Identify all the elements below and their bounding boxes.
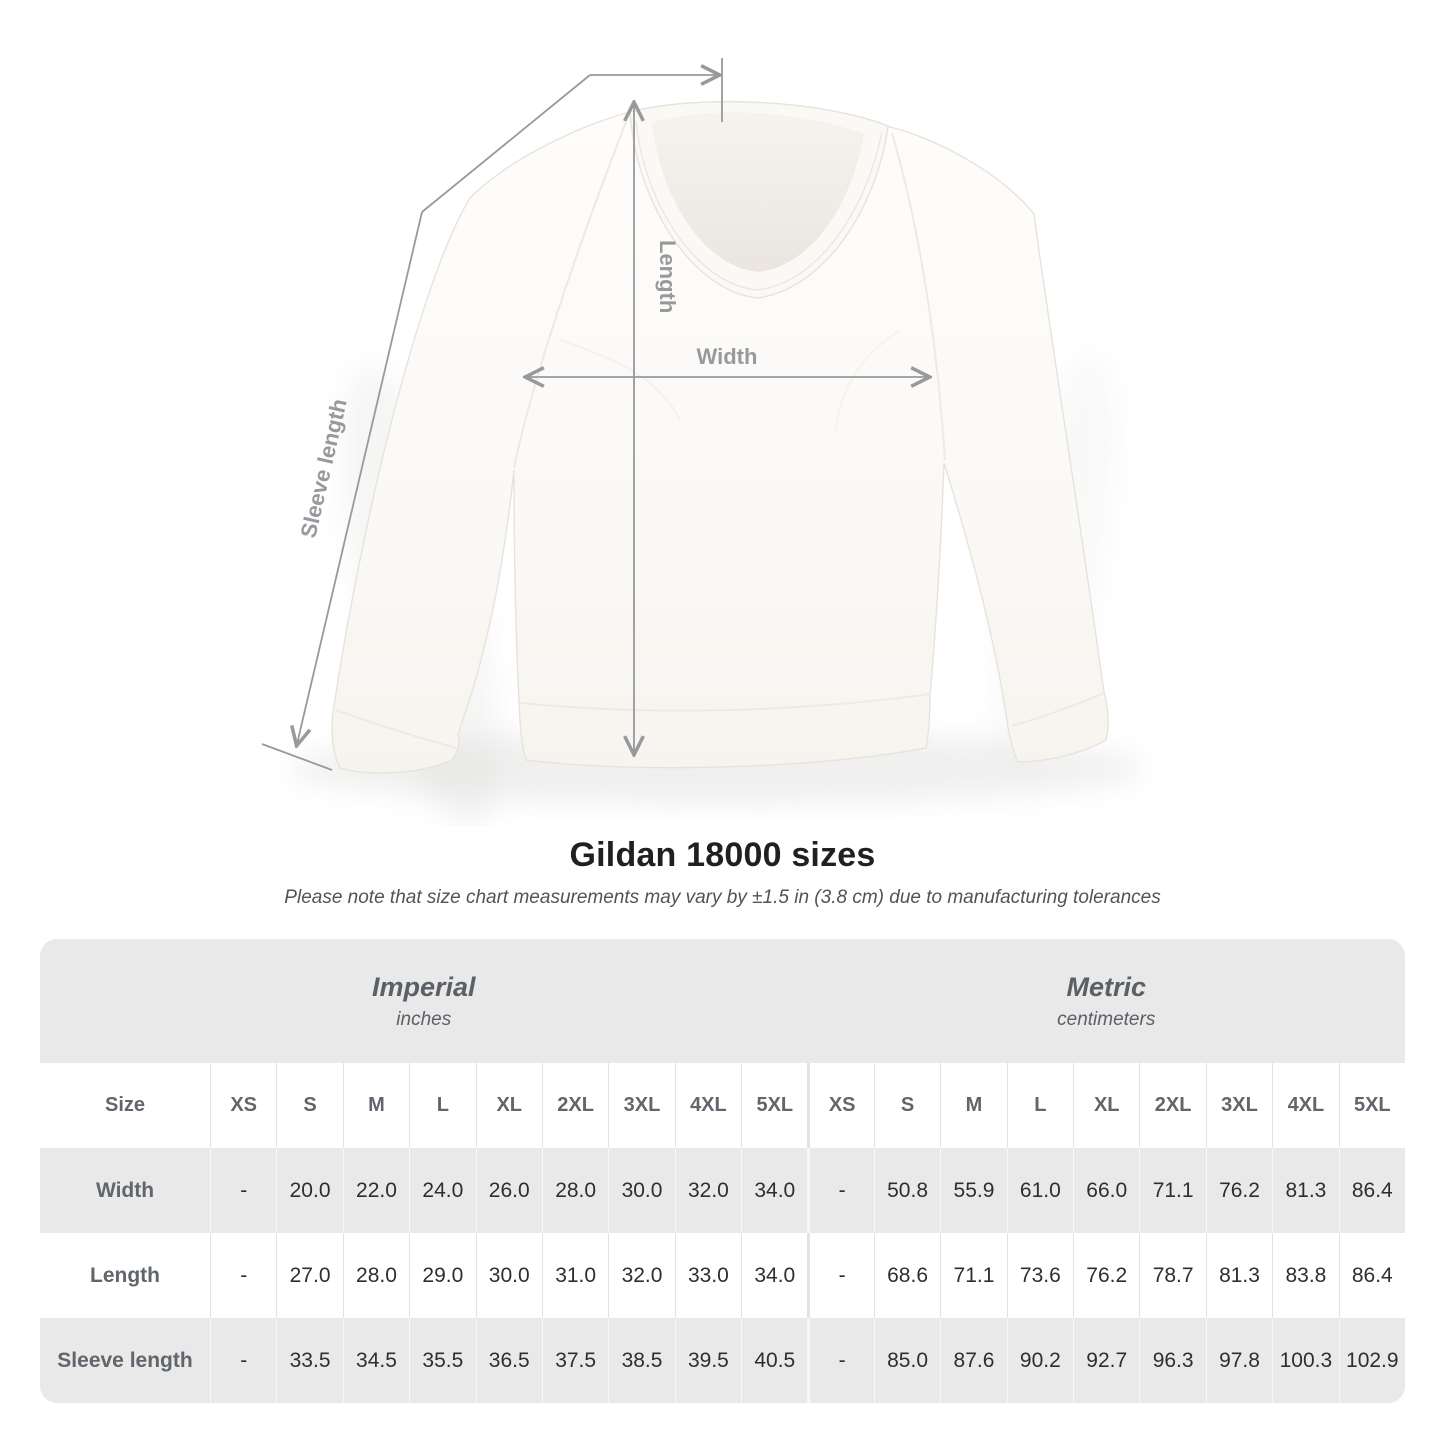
row-length-cell: 76.2 [1073, 1233, 1140, 1318]
section-header-metric: Metric centimeters [807, 939, 1405, 1063]
width-label: Width [697, 344, 758, 369]
row-width-cell: 76.2 [1205, 1148, 1273, 1233]
size-header-cell: 5XL [741, 1063, 808, 1148]
row-sleeve-length-cell: 38.5 [608, 1318, 675, 1403]
row-sleeve-length-cell: 33.5 [276, 1318, 343, 1403]
row-length-cell: - [210, 1233, 277, 1318]
page-subtitle: Please note that size chart measurements… [284, 887, 1161, 908]
section-unit: inches [396, 1008, 452, 1030]
row-width-cell: 50.8 [873, 1148, 941, 1233]
size-table: Imperial inches Metric centimeters Size X… [40, 939, 1405, 1403]
row-width-cell: - [210, 1148, 277, 1233]
row-length-cell: 73.6 [1006, 1233, 1074, 1318]
row-length-cell: 71.1 [940, 1233, 1007, 1318]
size-header-cell: M [342, 1063, 410, 1148]
row-length-cell: 32.0 [608, 1233, 675, 1318]
collar [629, 100, 889, 299]
row-length-cell: 68.6 [873, 1233, 941, 1318]
size-header-cell: 4XL [674, 1063, 742, 1148]
row-sleeve-length-cell: 92.7 [1073, 1318, 1140, 1403]
row-length-cell: 31.0 [541, 1233, 609, 1318]
row-length-cell: 78.7 [1139, 1233, 1206, 1318]
row-width-cell: 66.0 [1073, 1148, 1140, 1233]
size-header-cell: L [1006, 1063, 1074, 1148]
row-length-cell: - [807, 1233, 874, 1318]
section-name: Metric [1066, 971, 1146, 1002]
size-header-cell: XS [807, 1063, 874, 1148]
size-header-cell: 2XL [541, 1063, 609, 1148]
row-sleeve-length-cell: 40.5 [741, 1318, 808, 1403]
section-unit: centimeters [1057, 1008, 1156, 1030]
size-header-cell: 3XL [1205, 1063, 1273, 1148]
row-width-cell: 26.0 [475, 1148, 542, 1233]
row-width-cell: - [807, 1148, 874, 1233]
row-length-cell: 27.0 [276, 1233, 343, 1318]
row-width-cell: 32.0 [674, 1148, 742, 1233]
size-header-cell: XL [475, 1063, 542, 1148]
page-title: Gildan 18000 sizes [569, 836, 876, 874]
row-sleeve-length-cell: 102.9 [1338, 1318, 1405, 1403]
section-header-imperial: Imperial inches [40, 939, 808, 1063]
row-sleeve-length-cell: 85.0 [873, 1318, 941, 1403]
row-width-cell: 86.4 [1338, 1148, 1405, 1233]
size-header-cell: 4XL [1272, 1063, 1339, 1148]
row-sleeve-length-cell: 97.8 [1205, 1318, 1273, 1403]
measurement-lines [261, 58, 928, 771]
row-length-label: Length [40, 1233, 210, 1318]
row-sleeve-length-cell: 37.5 [541, 1318, 609, 1403]
row-sleeve-length-cell: 34.5 [342, 1318, 410, 1403]
row-length-cell: 34.0 [741, 1233, 808, 1318]
row-sleeve-length-cell: 39.5 [674, 1318, 742, 1403]
row-length-cell: 28.0 [342, 1233, 410, 1318]
sweatshirt-measurement-diagram: Width Length Sleeve length [261, 58, 1146, 826]
row-length-cell: 33.0 [674, 1233, 742, 1318]
row-width-cell: 24.0 [409, 1148, 476, 1233]
row-sleeve-length-cell: 100.3 [1272, 1318, 1339, 1403]
row-width-cell: 61.0 [1006, 1148, 1074, 1233]
shoulder-to-center-arrow [421, 58, 723, 213]
size-header-cell: S [873, 1063, 941, 1148]
row-width-cell: 71.1 [1139, 1148, 1206, 1233]
size-header-cell: M [940, 1063, 1007, 1148]
size-header-cell: 2XL [1139, 1063, 1206, 1148]
sweatshirt-illustration: Width Length Sleeve length [261, 58, 1146, 826]
size-header-cell: XS [210, 1063, 277, 1148]
row-width-label: Width [40, 1148, 210, 1233]
row-length-cell: 30.0 [475, 1233, 542, 1318]
size-header-cell: 5XL [1338, 1063, 1405, 1148]
row-sleeve-length-label: Sleeve length [40, 1318, 210, 1403]
row-width-cell: 20.0 [276, 1148, 343, 1233]
row-width-cell: 28.0 [541, 1148, 609, 1233]
row-width-cell: 55.9 [940, 1148, 1007, 1233]
length-label: Length [655, 240, 680, 313]
size-header-label: Size [40, 1063, 210, 1148]
row-sleeve-length-cell: - [807, 1318, 874, 1403]
sweatshirt-body [331, 100, 1109, 774]
size-header-cell: S [276, 1063, 343, 1148]
row-sleeve-length-cell: 90.2 [1006, 1318, 1074, 1403]
row-width-cell: 34.0 [741, 1148, 808, 1233]
row-sleeve-length-cell: 87.6 [940, 1318, 1007, 1403]
row-sleeve-length-cell: 35.5 [409, 1318, 476, 1403]
row-width-cell: 30.0 [608, 1148, 675, 1233]
row-length-cell: 83.8 [1272, 1233, 1339, 1318]
row-length-cell: 86.4 [1338, 1233, 1405, 1318]
size-header-cell: 3XL [608, 1063, 675, 1148]
row-sleeve-length-cell: 36.5 [475, 1318, 542, 1403]
row-sleeve-length-cell: 96.3 [1139, 1318, 1206, 1403]
row-sleeve-length-cell: - [210, 1318, 277, 1403]
row-width-cell: 22.0 [342, 1148, 410, 1233]
row-width-cell: 81.3 [1272, 1148, 1339, 1233]
row-length-cell: 29.0 [409, 1233, 476, 1318]
size-header-cell: L [409, 1063, 476, 1148]
size-header-cell: XL [1073, 1063, 1140, 1148]
sleeve-length-arrow [261, 211, 423, 771]
section-name: Imperial [371, 971, 476, 1002]
row-length-cell: 81.3 [1205, 1233, 1273, 1318]
